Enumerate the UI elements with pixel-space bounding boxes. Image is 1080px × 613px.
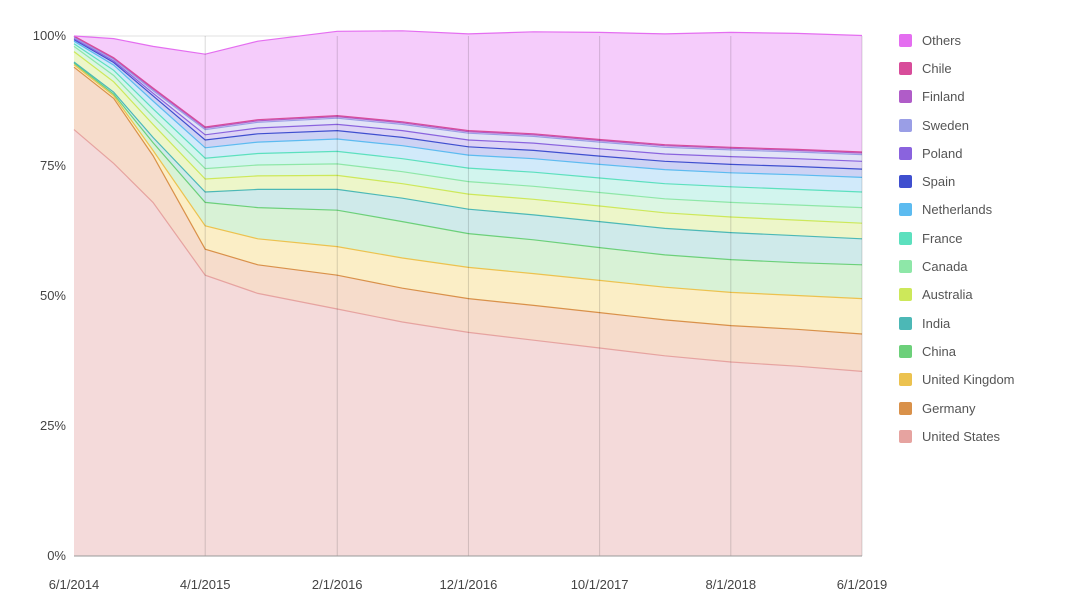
- legend-swatch: [899, 90, 912, 104]
- legend-item-united-kingdom[interactable]: United Kingdom: [899, 366, 1074, 394]
- y-tick-labels: 0% 25% 50% 75% 100%: [33, 28, 67, 563]
- legend-item-others[interactable]: Others: [899, 26, 1074, 54]
- line-netherlands: [73, 40, 863, 178]
- y-tick-label: 50%: [40, 288, 66, 303]
- legend-item-united-states[interactable]: United States: [899, 422, 1074, 450]
- legend-label: Netherlands: [922, 202, 993, 218]
- y-tick-label: 100%: [33, 28, 67, 43]
- legend-swatch: [899, 203, 912, 217]
- y-tick-label: 25%: [40, 418, 66, 433]
- area-united-states: [74, 129, 862, 556]
- area-netherlands: [74, 41, 862, 193]
- line-france: [73, 43, 863, 193]
- legend-label: Australia: [922, 287, 973, 303]
- line-united-kingdom: [73, 64, 863, 300]
- line-china: [73, 62, 863, 266]
- legend-item-poland[interactable]: Poland: [899, 139, 1074, 167]
- legend-label: Chile: [922, 60, 952, 76]
- area-france: [74, 43, 862, 208]
- legend-swatch: [899, 344, 912, 358]
- legend-item-netherlands[interactable]: Netherlands: [899, 196, 1074, 224]
- legend-swatch: [899, 118, 912, 132]
- legend-label: Sweden: [922, 117, 969, 133]
- legend-swatch: [899, 260, 912, 274]
- y-tick-label: 75%: [40, 158, 66, 173]
- legend-label: India: [922, 315, 951, 331]
- area-united-kingdom: [74, 64, 862, 334]
- area-india: [74, 62, 862, 265]
- x-tick-label: 8/1/2018: [706, 577, 757, 592]
- legend-label: China: [922, 343, 956, 359]
- x-tick-label: 10/1/2017: [571, 577, 629, 592]
- legend-label: Germany: [922, 400, 976, 416]
- line-canada: [73, 45, 863, 209]
- area-poland: [74, 38, 862, 170]
- area-canada: [74, 46, 862, 224]
- legend-label: Poland: [922, 145, 963, 161]
- axes: [74, 36, 863, 557]
- legend-item-chile[interactable]: Chile: [899, 54, 1074, 82]
- series-lines: [73, 30, 863, 372]
- legend-item-france[interactable]: France: [899, 224, 1074, 252]
- legend-label: France: [922, 230, 963, 246]
- legend-label: United States: [922, 428, 1001, 444]
- line-germany: [73, 66, 863, 335]
- line-sweden: [73, 37, 863, 156]
- legend-item-finland[interactable]: Finland: [899, 83, 1074, 111]
- x-tick-label: 2/1/2016: [312, 577, 363, 592]
- line-finland: [73, 35, 863, 154]
- legend-item-china[interactable]: China: [899, 337, 1074, 365]
- area-germany: [74, 67, 862, 372]
- legend-label: Others: [922, 32, 962, 48]
- x-tick-label: 6/1/2019: [837, 577, 888, 592]
- line-australia: [73, 51, 863, 224]
- x-tick-labels: 6/1/2014 4/1/2015 2/1/2016 12/1/2016 10/1/20…: [49, 577, 888, 592]
- legend-swatch: [899, 33, 912, 47]
- line-others: [73, 30, 863, 55]
- legend-swatch: [899, 316, 912, 330]
- legend-item-india[interactable]: India: [899, 309, 1074, 337]
- area-others: [74, 30, 862, 152]
- legend-swatch: [899, 429, 912, 443]
- areas: [74, 30, 862, 556]
- legend: Others Chile Finland Sweden Poland Spain Nethe…: [899, 26, 1074, 450]
- area-sweden: [74, 37, 862, 162]
- line-united-states: [73, 129, 863, 372]
- legend-swatch: [899, 175, 912, 189]
- legend-item-sweden[interactable]: Sweden: [899, 111, 1074, 139]
- legend-item-germany[interactable]: Germany: [899, 394, 1074, 422]
- line-india: [73, 61, 863, 240]
- line-chile: [73, 35, 863, 153]
- legend-item-australia[interactable]: Australia: [899, 281, 1074, 309]
- x-tick-label: 12/1/2016: [440, 577, 498, 592]
- area-spain: [74, 39, 862, 178]
- x-tick-label: 6/1/2014: [49, 577, 100, 592]
- legend-label: Canada: [922, 259, 968, 275]
- legend-label: Spain: [922, 174, 956, 190]
- legend-item-canada[interactable]: Canada: [899, 252, 1074, 280]
- legend-swatch: [899, 288, 912, 302]
- legend-swatch: [899, 61, 912, 75]
- legend-swatch: [899, 231, 912, 245]
- legend-label: Finland: [922, 89, 965, 105]
- y-tick-label: 0%: [47, 548, 66, 563]
- area-australia: [74, 51, 862, 239]
- legend-swatch: [899, 146, 912, 160]
- legend-swatch: [899, 373, 912, 387]
- line-poland: [73, 38, 863, 162]
- legend-swatch: [899, 401, 912, 415]
- legend-label: United Kingdom: [922, 372, 1015, 388]
- legend-item-spain[interactable]: Spain: [899, 167, 1074, 195]
- x-tick-label: 4/1/2015: [180, 577, 231, 592]
- line-spain: [73, 39, 863, 170]
